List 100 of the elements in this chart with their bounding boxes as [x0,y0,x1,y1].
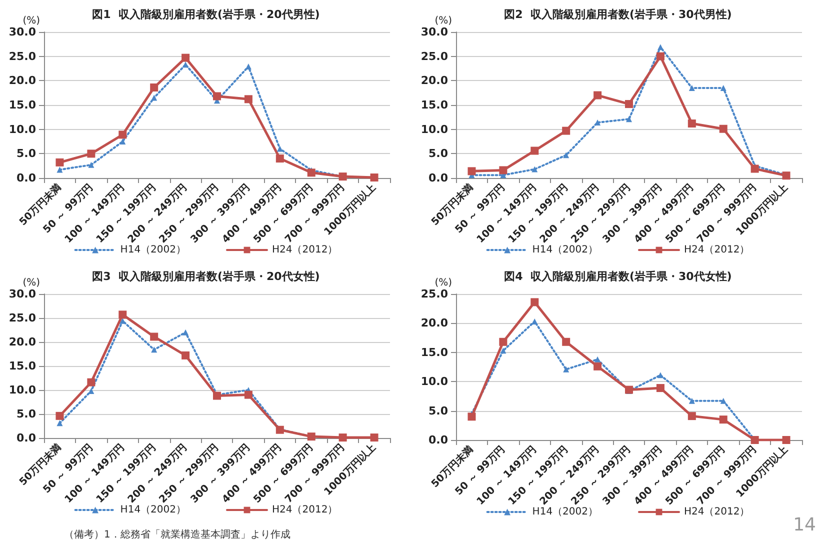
y-axis-title: (%) [434,16,452,26]
legend-label: H24（2012） [684,244,750,256]
point [244,390,252,399]
point [563,152,570,158]
y-axis-title: (%) [434,278,452,288]
point [276,146,283,152]
y-tick-label: 25.0 [8,50,36,63]
point [719,124,728,133]
point [720,398,726,404]
point [151,94,158,101]
y-tick-label: 10.0 [420,375,448,388]
y-tick-label: 15.0 [420,346,448,359]
point [688,119,696,128]
point [182,62,189,68]
point [499,338,508,346]
point [656,52,664,60]
point [468,167,476,176]
point [118,310,127,319]
y-tick-label: 0.0 [428,434,448,446]
point [688,412,696,420]
point [276,154,284,163]
point [688,84,695,91]
legend-label: H24（2012） [684,506,750,518]
chart-title: 図1 収入階級別雇用者数(岩手県・20代男性) [92,8,320,21]
y-axis-title: (%) [22,278,40,288]
text: （備考）1．総務省「就業構造基本調査」より作成 [64,528,290,540]
y-tick-label: 0.0 [428,172,448,184]
y-tick-label: 25.0 [8,312,36,324]
point [56,420,63,426]
y-tick-label: 20.0 [8,74,36,88]
point [499,166,508,174]
y-tick-label: 15.0 [420,98,448,112]
chart-title: 図4 収入階級別雇用者数(岩手県・30代女性) [504,270,732,283]
point [338,434,347,442]
y-tick-label: 15.0 [8,360,36,372]
point [530,146,539,155]
legend-label: H14（2002） [120,504,186,516]
legend-label: H14（2002） [120,244,186,256]
point [56,158,64,166]
y-tick-label: 25.0 [420,50,448,63]
point [563,366,570,372]
point [562,126,570,135]
point [532,166,538,172]
y-tick-label: 25.0 [420,288,448,300]
y-axis-title: (%) [22,16,40,26]
chart-title: 図3 収入階級別雇用者数(岩手県・20代女性) [92,270,320,283]
point [88,162,94,168]
point [626,116,632,122]
point [56,412,64,420]
legend-label: H14（2002） [532,244,598,256]
point [56,166,63,173]
point [307,168,316,177]
point [244,95,252,104]
point [370,434,378,442]
point [688,398,695,404]
point [213,92,221,100]
point [500,348,506,354]
point [720,84,726,91]
point [182,351,190,360]
y-tick-label: 10.0 [8,384,36,396]
y-tick-label: 5.0 [428,147,448,160]
point [750,164,759,173]
y-tick-label: 30.0 [8,26,36,38]
point [562,338,570,346]
y-tick-label: 5.0 [428,404,448,418]
point [530,298,539,306]
y-tick-label: 20.0 [420,316,448,330]
y-tick-label: 10.0 [420,122,448,136]
point [468,412,476,421]
point [594,362,602,370]
y-tick-label: 30.0 [420,26,448,38]
point [656,384,664,392]
point [151,346,158,353]
y-tick-label: 10.0 [8,122,36,136]
y-tick-label: 5.0 [16,147,36,160]
point [150,332,158,341]
legend-label: H24（2012） [272,244,338,256]
point [594,91,602,100]
y-tick-label: 20.0 [8,336,36,348]
y-tick-label: 30.0 [8,288,36,300]
point [120,138,126,144]
y-tick-label: 5.0 [16,408,36,420]
point [657,372,664,378]
point [625,100,633,108]
point [532,318,538,324]
point [719,416,728,424]
point [657,44,664,50]
text: 14 [793,514,816,536]
legend-label: H14（2002） [532,506,598,518]
y-tick-label: 15.0 [8,98,36,112]
chart-title: 図2 収入階級別雇用者数(岩手県・30代男性) [504,8,732,21]
point [118,130,127,139]
point [594,356,601,362]
point [87,378,96,386]
y-tick-label: 0.0 [16,172,36,184]
point [182,329,189,336]
legend-label: H24（2012） [272,504,338,516]
point [182,54,190,62]
point [87,150,96,158]
y-tick-label: 20.0 [420,74,448,88]
